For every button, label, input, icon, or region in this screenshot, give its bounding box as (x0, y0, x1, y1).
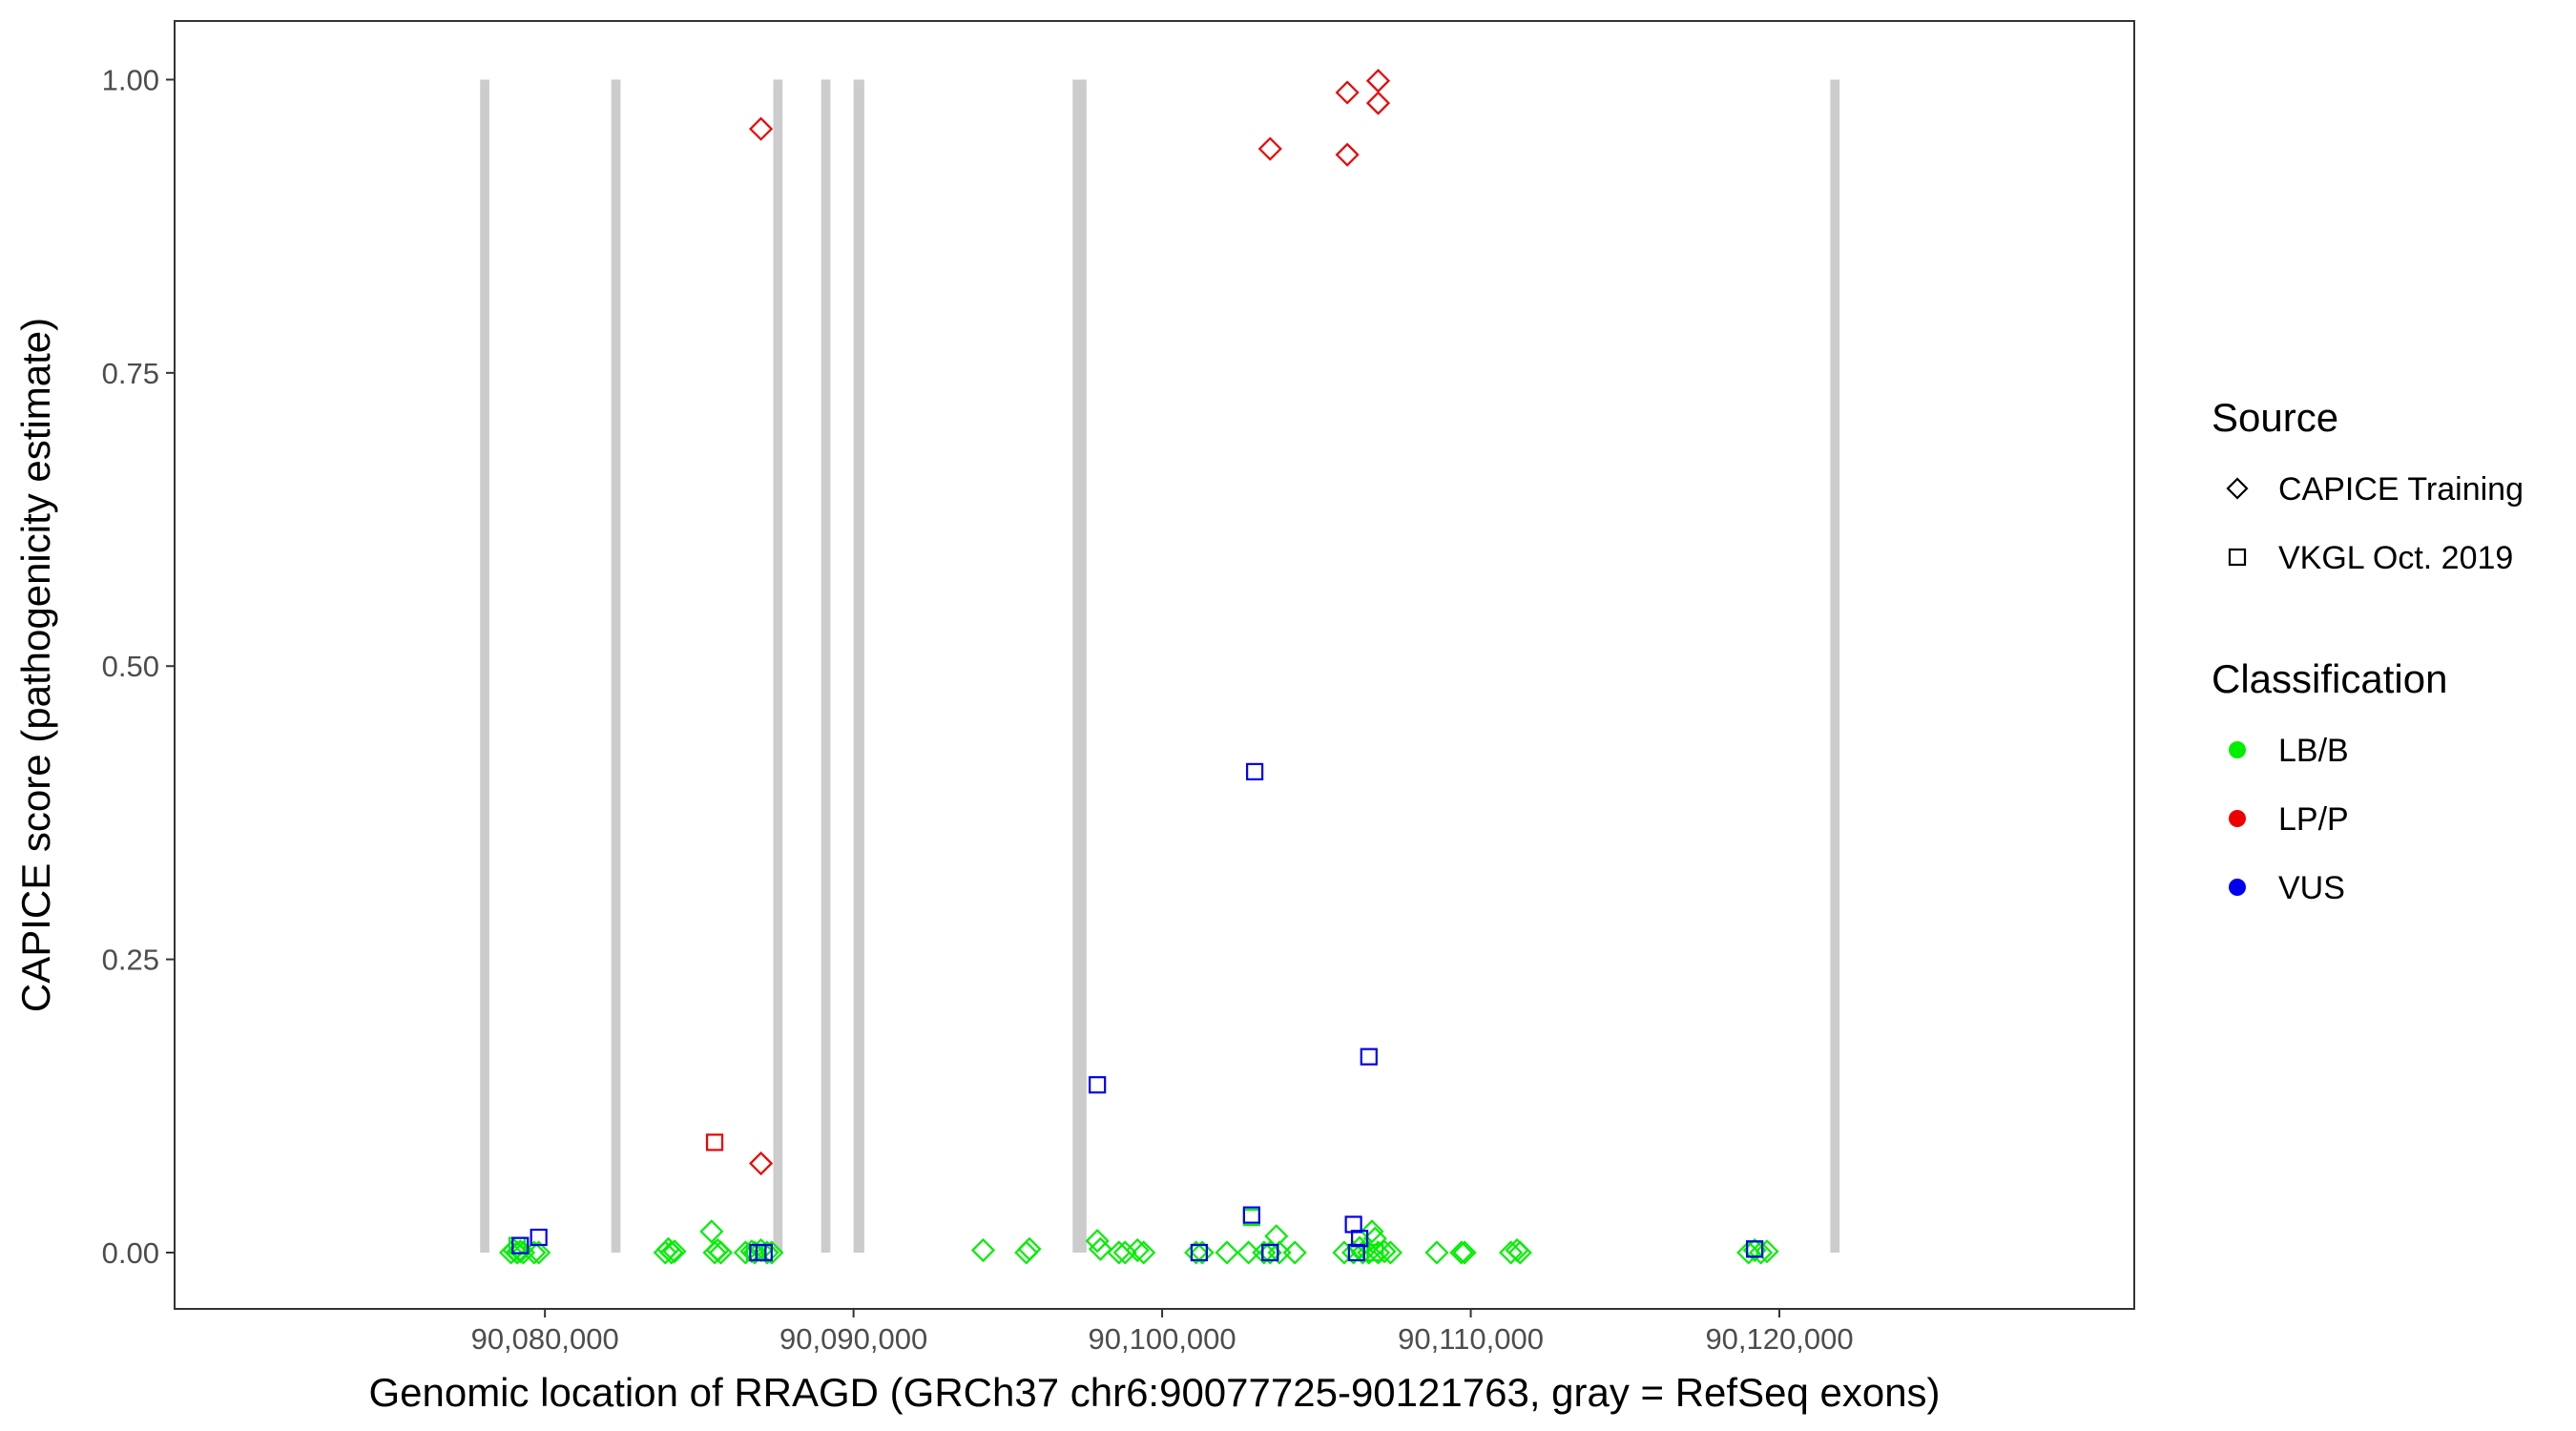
data-point-square (1347, 1243, 1365, 1262)
x-tick-label: 90,080,000 (471, 1322, 619, 1356)
data-point-diamond (1365, 1240, 1391, 1265)
exon-bar (853, 79, 864, 1253)
data-point-diamond (1190, 1240, 1215, 1265)
x-tick-label: 90,090,000 (779, 1322, 927, 1356)
exon-bar (821, 79, 831, 1253)
data-point-diamond (699, 1219, 724, 1244)
exon-bar (773, 79, 783, 1253)
x-tick-label: 90,120,000 (1705, 1322, 1853, 1356)
plot-panel-border (174, 20, 2135, 1310)
data-point-square (1351, 1230, 1369, 1248)
legend-label: CAPICE Training (2278, 471, 2524, 508)
exon-bar (1072, 79, 1087, 1253)
data-point-square (705, 1133, 724, 1151)
x-tick-label: 90,110,000 (1398, 1322, 1544, 1356)
y-tick-label: 0.00 (102, 1236, 159, 1270)
y-tick-label: 0.75 (102, 357, 159, 390)
data-point-diamond (1107, 1240, 1132, 1265)
data-point-square (511, 1236, 530, 1255)
exon-bar (611, 79, 621, 1253)
legend-label: VUS (2278, 870, 2345, 906)
data-point-diamond (1755, 1239, 1779, 1264)
point-layer (499, 69, 1779, 1265)
data-point-diamond (1335, 80, 1360, 105)
data-point-diamond (1372, 1239, 1397, 1264)
data-point-diamond (1282, 1240, 1307, 1265)
legend: Source CAPICE Training VKGL Oct. 2019 Class… (2212, 395, 2524, 906)
data-point-diamond (1507, 1240, 1532, 1265)
data-point-diamond (755, 1240, 779, 1265)
x-tick-label: 90,100,000 (1089, 1322, 1236, 1356)
exon-bar (480, 79, 489, 1253)
y-axis-title: CAPICE score (pathogenicity estimate) (13, 318, 58, 1012)
data-point-diamond (1125, 1237, 1150, 1263)
data-point-diamond (1749, 1240, 1774, 1265)
data-point-diamond (1112, 1240, 1137, 1265)
legend-label: LP/P (2278, 801, 2349, 838)
data-point-diamond (739, 1239, 764, 1264)
data-point-square (1746, 1240, 1764, 1258)
data-point-diamond (1132, 1240, 1156, 1265)
data-point-square (1089, 1076, 1107, 1094)
legend-key-diamond (2226, 477, 2249, 500)
legend-label: VKGL Oct. 2019 (2278, 540, 2513, 576)
data-point-square (1242, 1206, 1260, 1224)
x-axis-title: Genomic location of RRAGD (GRCh37 chr6:9… (368, 1370, 1940, 1415)
legend-title: Source (2212, 395, 2338, 440)
data-point-diamond (1365, 91, 1391, 115)
legend-key-dot (2229, 741, 2246, 758)
data-point-square (1366, 1243, 1384, 1262)
legend-key-dot (2229, 879, 2246, 896)
data-point-diamond (662, 1239, 687, 1264)
data-point-diamond (749, 116, 774, 141)
data-point-square (755, 1243, 773, 1262)
data-point-diamond (1452, 1240, 1477, 1265)
legend-label: LB/B (2278, 733, 2349, 769)
data-point-square (530, 1228, 548, 1247)
data-point-square (1190, 1243, 1209, 1262)
y-tick-label: 0.25 (102, 944, 159, 977)
legend-key-dot (2229, 810, 2246, 827)
data-point-square (1246, 762, 1264, 780)
data-point-diamond (749, 1151, 774, 1176)
data-point-diamond (708, 1240, 734, 1265)
data-point-diamond (1257, 136, 1282, 161)
data-point-diamond (1360, 1219, 1384, 1244)
data-point-diamond (1449, 1240, 1474, 1265)
data-point-diamond (1215, 1240, 1239, 1265)
data-point-diamond (970, 1237, 996, 1263)
axis-layer: 0.00 0.25 0.50 0.75 1.00 90,080,000 90,090,000… (102, 63, 1854, 1356)
legend-key-square (2228, 548, 2247, 567)
y-tick-label: 0.50 (102, 650, 159, 683)
data-point-diamond (1335, 142, 1360, 167)
data-point-diamond (1736, 1240, 1761, 1265)
y-tick-label: 1.00 (102, 63, 159, 96)
data-point-diamond (1184, 1240, 1209, 1265)
data-point-diamond (1088, 1236, 1112, 1261)
data-point-diamond (1085, 1229, 1110, 1254)
data-point-square (1261, 1243, 1279, 1262)
legend-title: Classification (2212, 656, 2447, 701)
data-point-diamond (1499, 1240, 1524, 1265)
exon-layer (480, 79, 1840, 1253)
data-point-diamond (1017, 1236, 1042, 1261)
data-point-square (1360, 1047, 1378, 1066)
data-point-diamond (659, 1240, 684, 1265)
data-point-diamond (1424, 1240, 1449, 1265)
data-point-square (1344, 1215, 1362, 1234)
exon-bar (1830, 79, 1840, 1253)
data-point-diamond (527, 1240, 551, 1265)
